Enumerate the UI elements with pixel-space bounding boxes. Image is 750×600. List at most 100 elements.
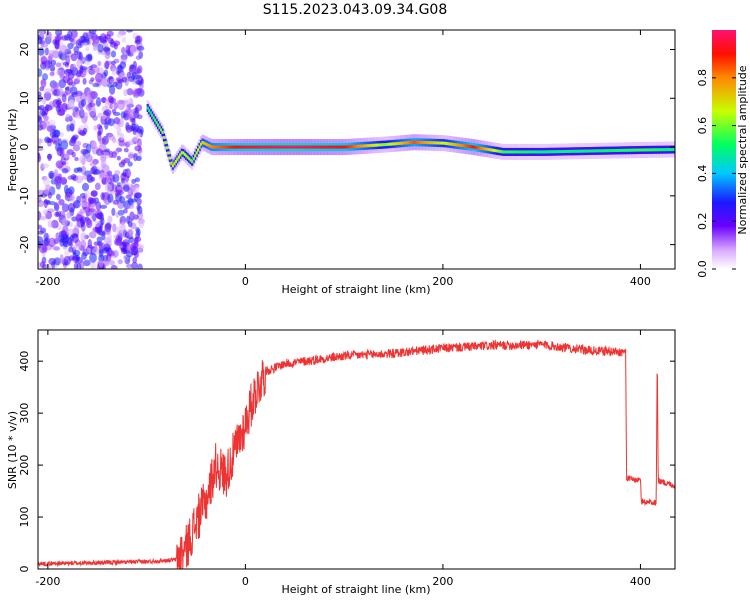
noise-speckle <box>127 161 133 167</box>
ridge-core <box>453 143 456 147</box>
ridge-core <box>364 144 367 148</box>
ridge-core <box>475 146 478 150</box>
ridge-core <box>562 150 566 154</box>
ridge-core <box>511 150 514 154</box>
ridge-core <box>545 150 548 154</box>
ridge-core <box>528 150 532 154</box>
noise-speckle <box>83 259 91 267</box>
ridge-core <box>336 145 339 149</box>
ridge-core <box>234 145 237 149</box>
ridge-core <box>376 143 379 147</box>
noise-speckle <box>59 254 64 264</box>
noise-speckle <box>131 118 136 126</box>
noise-speckle <box>107 193 114 203</box>
ridge-core <box>171 164 175 168</box>
noise-speckle <box>107 250 115 257</box>
ridge-core <box>650 148 653 152</box>
ridge-core <box>419 140 422 144</box>
ridge-core <box>405 141 409 145</box>
ridge-core <box>583 149 586 153</box>
noise-speckle <box>107 215 113 224</box>
ridge-core <box>165 146 169 150</box>
noise-speckle <box>70 174 77 181</box>
ridge-core <box>647 148 650 152</box>
ridge-core <box>202 141 206 145</box>
noise-speckle <box>116 99 125 105</box>
noise-speckle <box>80 148 89 155</box>
noise-speckle <box>129 45 137 55</box>
noise-speckle <box>90 190 98 197</box>
noise-speckle <box>132 257 138 264</box>
ridge-core <box>476 146 480 150</box>
ridge-core <box>275 145 278 149</box>
noise-speckle <box>62 61 70 66</box>
ridge-core <box>222 145 225 149</box>
noise-speckle <box>112 173 120 183</box>
noise-speckle <box>112 81 118 88</box>
ridge-core <box>385 143 388 147</box>
ridge-core <box>665 148 668 152</box>
ridge-core <box>444 141 447 145</box>
ridge-core <box>231 145 234 149</box>
ridge-core <box>237 145 240 149</box>
noise-speckle <box>80 232 87 242</box>
ridge-core <box>672 148 675 152</box>
ridge-core <box>503 150 506 154</box>
spectrogram-y-label: Frequency (Hz) <box>6 109 19 192</box>
ridge-core <box>359 144 363 148</box>
ridge-core <box>173 162 176 166</box>
ridge-core <box>438 141 441 145</box>
ridge-core <box>668 148 671 152</box>
ridge-core <box>602 149 606 153</box>
ridge-core <box>337 145 340 149</box>
ridge-core <box>157 123 160 127</box>
ridge-core <box>450 142 453 146</box>
noise-speckle <box>119 61 127 69</box>
ridge-core <box>195 151 198 155</box>
ridge-core <box>531 150 534 154</box>
noise-speckle <box>61 93 67 103</box>
ridge-core <box>379 143 382 147</box>
noise-speckle <box>136 198 142 206</box>
ridge-core <box>191 160 194 164</box>
ridge-core <box>162 136 166 140</box>
ridge-core <box>182 151 185 155</box>
ridge-core <box>666 148 669 152</box>
noise-speckle <box>41 96 47 105</box>
noise-speckle <box>68 186 75 195</box>
noise-speckle <box>70 135 78 142</box>
noise-speckle <box>77 167 83 173</box>
ridge-core <box>257 145 260 149</box>
noise-speckle <box>107 177 112 185</box>
ridge-core <box>559 150 563 154</box>
ridge-core <box>149 111 152 115</box>
noise-speckle <box>120 221 126 230</box>
ridge-core <box>472 145 475 149</box>
ridge-core <box>167 151 170 155</box>
noise-speckle <box>111 265 117 269</box>
ridge-core <box>527 150 530 154</box>
noise-speckle <box>123 89 128 97</box>
noise-speckle <box>94 220 101 228</box>
ridge-core <box>192 157 195 161</box>
noise-speckle <box>85 152 92 162</box>
ridge-core <box>411 140 415 144</box>
noise-speckle <box>125 30 134 33</box>
ridge-core <box>565 149 569 153</box>
ridge-core <box>151 113 154 117</box>
noise-speckle <box>75 39 84 49</box>
ridge-core <box>238 145 241 149</box>
ridge-core <box>662 148 665 152</box>
ridge-core <box>383 143 386 147</box>
noise-speckle <box>75 175 83 184</box>
ridge-core <box>282 145 286 149</box>
ridge-core <box>281 145 284 149</box>
ridge-core <box>188 157 191 161</box>
ridge-core <box>519 150 523 154</box>
ridge-core <box>580 149 583 153</box>
ridge-core <box>441 141 444 145</box>
ridge-core <box>596 149 600 153</box>
ridge-core <box>324 145 327 149</box>
ridge-core <box>361 144 364 148</box>
noise-speckle <box>101 135 109 145</box>
